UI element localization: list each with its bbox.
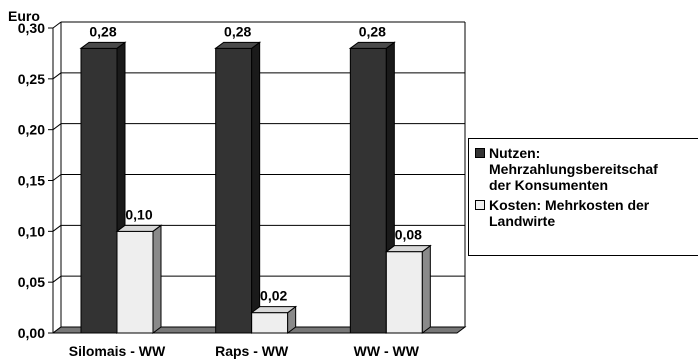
y-tick-label: 0,10 (18, 223, 45, 239)
bar-top (214, 41, 262, 49)
bar-top (250, 306, 298, 314)
bar-front (349, 47, 387, 334)
data-label: 0,28 (359, 23, 386, 39)
gridline-side (52, 72, 62, 80)
bar-front (215, 47, 253, 334)
y-axis-title: Euro (8, 8, 40, 24)
y-tick-label: 0,05 (18, 274, 45, 290)
gridline-side (52, 123, 62, 131)
legend-swatch-kosten (475, 200, 485, 210)
bar-front (251, 312, 289, 334)
y-tick-label: 0,25 (18, 71, 45, 87)
data-label: 0,08 (395, 227, 422, 243)
legend-label-kosten: Kosten: Mehrkosten der Landwirte (489, 197, 650, 229)
bar-front (80, 47, 118, 334)
legend-swatch-nutzen (475, 148, 485, 158)
bar-top (348, 41, 396, 49)
bar-top (115, 224, 163, 232)
y-tick-label: 0,20 (18, 122, 45, 138)
gridline-side (52, 21, 62, 29)
bar-top (384, 245, 432, 253)
gridline-side (52, 275, 62, 283)
y-tick-label: 0,30 (18, 20, 45, 36)
x-tick-label: Silomais - WW (69, 343, 166, 359)
legend-label-nutzen: Nutzen: Mehrzahlungsbereitschaf der Kons… (489, 145, 658, 193)
chart-legend: Nutzen: Mehrzahlungsbereitschaf der Kons… (468, 138, 698, 256)
bar-front (385, 251, 423, 334)
gridline-side (52, 224, 62, 232)
data-label: 0,10 (125, 206, 152, 222)
legend-item-kosten: Kosten: Mehrkosten der Landwirte (475, 197, 698, 229)
y-tick-label: 0,15 (18, 173, 45, 189)
bar-front (116, 230, 154, 334)
bar-side (421, 244, 431, 334)
y-tick-label: 0,00 (18, 325, 45, 341)
bar-top (79, 41, 127, 49)
data-label: 0,28 (89, 23, 116, 39)
x-tick-label: Raps - WW (215, 343, 289, 359)
gridline-side (52, 174, 62, 181)
bar-side (152, 224, 162, 334)
bar-side (251, 41, 261, 335)
legend-item-nutzen: Nutzen: Mehrzahlungsbereitschaf der Kons… (475, 145, 698, 193)
x-tick-label: WW - WW (354, 343, 420, 359)
data-label: 0,28 (224, 23, 251, 39)
data-label: 0,02 (260, 288, 287, 304)
